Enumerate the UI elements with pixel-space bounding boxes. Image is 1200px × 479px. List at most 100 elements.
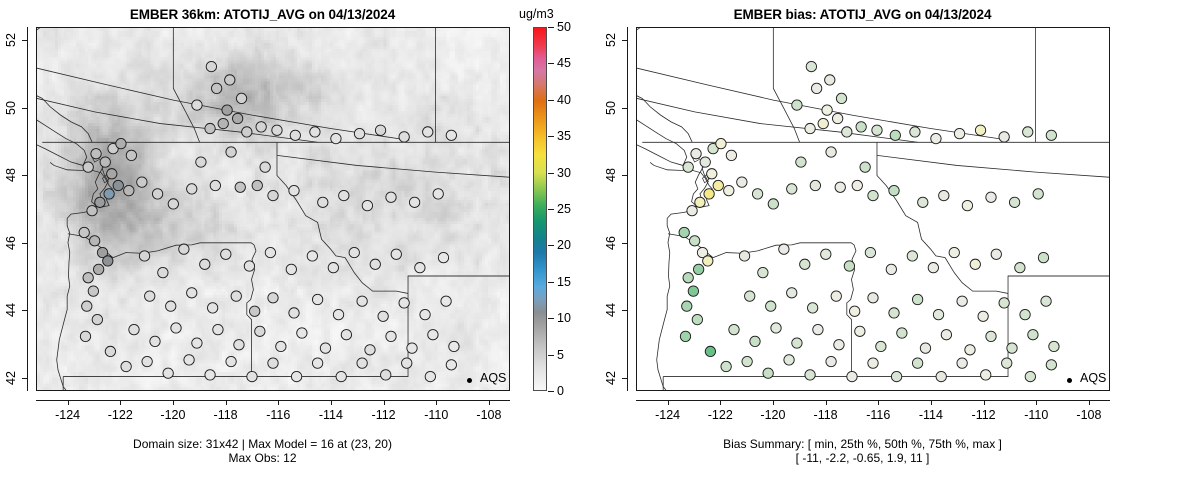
station-marker [980, 369, 992, 381]
station-marker [243, 260, 256, 272]
station-marker [998, 297, 1010, 309]
x-tick-label: -110 [1024, 408, 1049, 422]
station-marker [212, 324, 224, 336]
station-marker [765, 300, 777, 312]
x-tick [172, 400, 174, 405]
map-boundary-path [276, 155, 509, 178]
x-tick-label: -108 [1076, 408, 1102, 422]
station-marker [162, 367, 174, 379]
bias-map-plot[interactable]: AQS [636, 27, 1110, 391]
station-marker [380, 369, 392, 381]
model-panel: EMBER 36km: ATOTIJ_AVG on 04/13/2024 AQS… [3, 7, 571, 465]
station-marker [686, 205, 698, 217]
map-boundary-path [649, 162, 713, 390]
station-marker [804, 369, 816, 381]
station-marker [319, 342, 332, 354]
station-marker [230, 290, 242, 302]
station-marker [104, 345, 117, 358]
station-marker [770, 322, 782, 334]
station-marker [956, 357, 968, 369]
station-marker [398, 297, 410, 309]
station-marker [204, 122, 216, 135]
x-tick-label: -120 [160, 408, 186, 422]
station-marker [927, 262, 939, 274]
colorbar-tick-label: 25 [557, 202, 571, 216]
station-marker [832, 112, 844, 125]
y-tick-label: 46 [3, 235, 18, 250]
station-marker [961, 199, 974, 212]
station-marker [767, 198, 779, 210]
model-station-markers [78, 60, 460, 383]
x-tick [983, 400, 985, 405]
station-marker [309, 126, 321, 138]
station-marker [93, 263, 105, 275]
station-marker [783, 354, 795, 366]
y-tick [622, 377, 627, 379]
station-marker [738, 250, 751, 262]
station-marker [843, 260, 856, 272]
y-tick [22, 107, 27, 109]
model-raster-layer [37, 28, 509, 390]
x-tick [720, 400, 722, 405]
station-marker [361, 199, 374, 212]
station-marker [246, 370, 258, 383]
station-marker [736, 176, 748, 188]
station-marker [841, 126, 853, 138]
station-marker [699, 156, 711, 168]
station-marker [267, 189, 279, 202]
station-marker [264, 246, 277, 259]
station-marker [288, 307, 300, 319]
station-marker [846, 370, 858, 383]
station-marker [1045, 129, 1057, 141]
station-marker [687, 285, 699, 297]
station-marker [249, 305, 261, 317]
station-marker [89, 235, 101, 247]
station-marker [330, 132, 342, 145]
station-marker [178, 243, 190, 255]
station-marker [871, 124, 883, 136]
bias-caption-line1: Bias Summary: [ min, 25th %, 50th %, 75t… [723, 437, 1002, 451]
y-tick-label: 42 [3, 370, 18, 385]
y-tick [622, 310, 627, 312]
colorbar-tick [548, 209, 554, 210]
station-marker [817, 117, 829, 130]
y-tick-label: 52 [603, 33, 618, 48]
station-marker [151, 188, 164, 200]
x-tick [120, 400, 122, 405]
station-marker [1024, 370, 1036, 383]
station-marker [288, 184, 300, 197]
station-marker [165, 300, 177, 312]
station-marker [867, 357, 879, 369]
station-marker [123, 184, 135, 197]
colorbar-tick-label: 30 [557, 165, 571, 180]
station-marker [864, 246, 877, 259]
station-marker [86, 205, 98, 217]
map-boundary-path [637, 28, 693, 143]
station-marker [289, 129, 301, 141]
station-marker [78, 226, 90, 239]
map-boundary-path [846, 244, 857, 377]
y-axis-line [27, 27, 28, 391]
page-title: EMBER 36km: ATOTIJ_AVG on 04/13/2024 [129, 7, 396, 22]
station-marker [427, 329, 439, 341]
station-marker [369, 258, 381, 270]
station-marker [220, 248, 232, 260]
model-map-plot[interactable]: AQS [36, 27, 510, 391]
station-marker [757, 267, 769, 279]
station-marker [112, 179, 124, 192]
x-tick-label: -110 [424, 408, 449, 422]
station-marker [786, 287, 798, 299]
y-tick-label: 42 [603, 370, 618, 385]
station-marker [267, 292, 279, 304]
station-marker [254, 325, 266, 337]
station-marker [935, 370, 947, 383]
bias-aqs-legend-label: AQS [1080, 371, 1107, 385]
colorbar-tick-label: 20 [557, 238, 571, 253]
station-marker [940, 329, 953, 341]
station-marker [255, 121, 267, 133]
colorbar-tick [548, 99, 554, 101]
x-tick-label: -108 [476, 408, 502, 422]
station-marker [969, 258, 981, 270]
station-marker [96, 246, 109, 259]
map-boundary-path [172, 28, 200, 143]
